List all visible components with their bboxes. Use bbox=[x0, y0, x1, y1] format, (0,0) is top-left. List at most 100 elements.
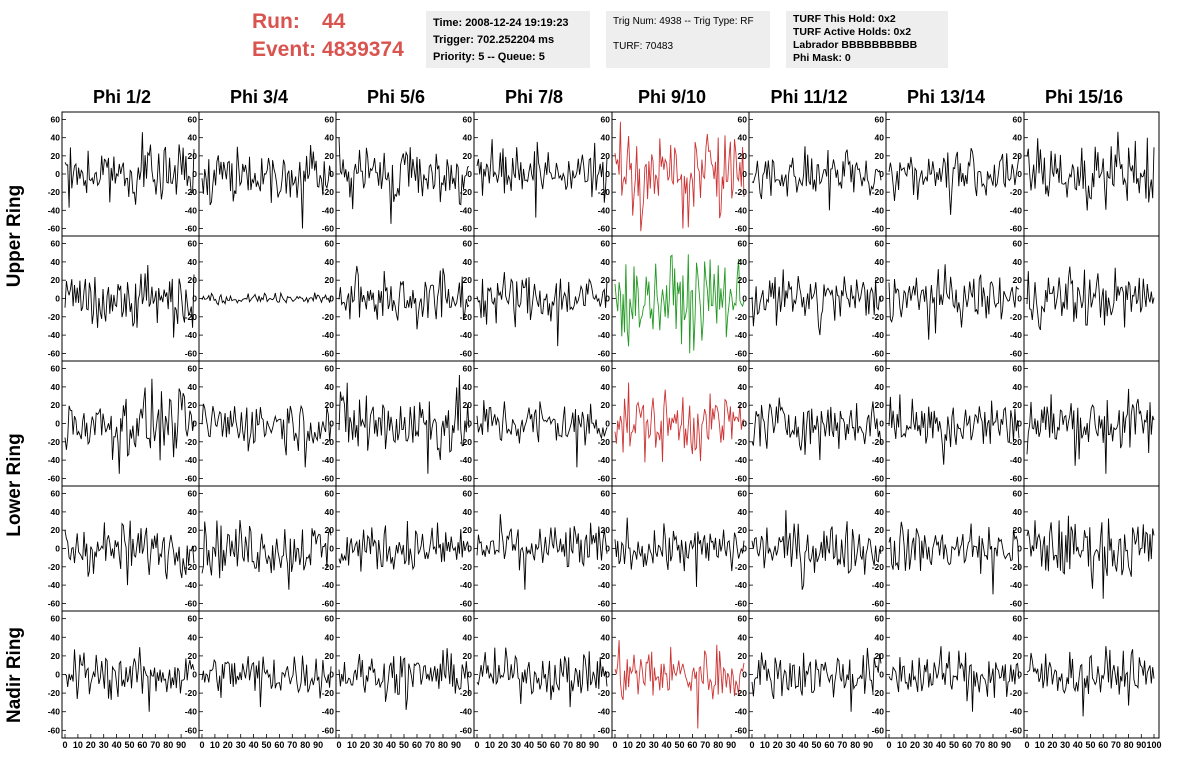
y-tick-label: -20 bbox=[872, 688, 885, 698]
y-tick-label: 40 bbox=[51, 133, 61, 143]
y-tick-label: 40 bbox=[738, 632, 748, 642]
waveform-panel: 60 40 20 0 -20 -40 -60 bbox=[322, 610, 475, 739]
y-tick-label: -60 bbox=[735, 473, 748, 483]
waveform-panel: 60 40 20 0 -20 -40 -60 bbox=[872, 360, 1025, 487]
y-tick-label: 60 bbox=[51, 614, 61, 624]
y-tick-label: -20 bbox=[1010, 688, 1023, 698]
y-tick-label: -60 bbox=[1010, 223, 1023, 233]
y-tick-label: 60 bbox=[51, 115, 61, 125]
y-tick-label: -60 bbox=[872, 348, 885, 358]
column-header: Phi 5/6 bbox=[366, 87, 426, 107]
y-tick-label: -40 bbox=[598, 707, 611, 717]
waveform-panel: 60 40 20 0 -20 -40 -60 bbox=[460, 111, 613, 237]
waveform-trace bbox=[614, 640, 745, 729]
run-label: Run: bbox=[252, 10, 300, 33]
column-header: Phi 1/2 bbox=[92, 87, 152, 107]
x-tick-label: 60 bbox=[962, 740, 972, 750]
y-tick-label: 60 bbox=[738, 489, 748, 499]
y-tick-label: 0 bbox=[467, 419, 472, 429]
y-tick-label: 0 bbox=[1017, 419, 1022, 429]
panel-frame bbox=[611, 360, 750, 487]
y-tick-label: 0 bbox=[879, 670, 884, 680]
y-tick-label: -40 bbox=[48, 707, 61, 717]
y-tick-label: -60 bbox=[598, 725, 611, 735]
y-tick-label: 40 bbox=[188, 507, 198, 517]
waveform-trace bbox=[614, 382, 745, 463]
waveform-trace bbox=[201, 403, 332, 468]
waveform-trace bbox=[888, 147, 1020, 215]
column-header: Phi 15/16 bbox=[1044, 87, 1124, 107]
trig-info-box: Trig Num: 4938 -- Trig Type: RF TURF: 70… bbox=[606, 11, 770, 68]
y-tick-label: 0 bbox=[1017, 670, 1022, 680]
x-tick-label: 70 bbox=[287, 740, 297, 750]
y-tick-label: -40 bbox=[1010, 455, 1023, 465]
waveform-trace bbox=[201, 655, 332, 708]
y-tick-label: -20 bbox=[322, 312, 335, 322]
y-tick-label: 20 bbox=[1013, 275, 1023, 285]
y-tick-label: -60 bbox=[185, 725, 198, 735]
y-tick-label: 60 bbox=[1013, 489, 1023, 499]
x-tick-label: 10 bbox=[1035, 740, 1045, 750]
y-tick-label: 20 bbox=[1013, 651, 1023, 661]
y-tick-label: -20 bbox=[185, 312, 198, 322]
y-tick-label: -40 bbox=[460, 330, 473, 340]
y-tick-label: -20 bbox=[322, 437, 335, 447]
x-tick-label: 90 bbox=[589, 740, 599, 750]
waveform-trace bbox=[64, 378, 195, 474]
y-tick-label: -20 bbox=[48, 187, 61, 197]
y-tick-label: -60 bbox=[1010, 598, 1023, 608]
x-tick-label: 0 bbox=[1024, 740, 1029, 750]
y-tick-label: 20 bbox=[738, 525, 748, 535]
x-tick-label: 70 bbox=[700, 740, 710, 750]
x-tick-label: 60 bbox=[824, 740, 834, 750]
x-tick-label: 90 bbox=[863, 740, 873, 750]
y-tick-label: 40 bbox=[601, 133, 611, 143]
run-event-label: Run: 44 Event: 4839374 bbox=[252, 8, 404, 64]
y-tick-label: 0 bbox=[192, 670, 197, 680]
x-tick-label: 30 bbox=[923, 740, 933, 750]
y-tick-label: 40 bbox=[325, 257, 335, 267]
y-tick-label: -40 bbox=[1010, 707, 1023, 717]
y-tick-label: -60 bbox=[48, 598, 61, 608]
y-tick-label: 40 bbox=[463, 632, 473, 642]
y-tick-label: -20 bbox=[598, 562, 611, 572]
y-tick-label: 60 bbox=[875, 364, 885, 374]
y-tick-label: -60 bbox=[735, 348, 748, 358]
y-tick-label: -40 bbox=[185, 455, 198, 465]
y-tick-label: -20 bbox=[48, 562, 61, 572]
waveform-trace bbox=[751, 397, 882, 461]
x-tick-label: 60 bbox=[274, 740, 284, 750]
panel-frame bbox=[473, 360, 613, 487]
y-tick-label: 60 bbox=[188, 614, 198, 624]
y-tick-label: 60 bbox=[601, 115, 611, 125]
y-tick-label: 40 bbox=[325, 507, 335, 517]
y-tick-label: 40 bbox=[188, 382, 198, 392]
x-tick-label: 10 bbox=[73, 740, 83, 750]
time-info-box: Time: 2008-12-24 19:19:23 Trigger: 702.2… bbox=[426, 11, 590, 68]
x-tick-label: 0 bbox=[749, 740, 754, 750]
y-tick-label: 60 bbox=[51, 239, 61, 249]
y-tick-label: 60 bbox=[325, 489, 335, 499]
y-tick-label: 0 bbox=[879, 169, 884, 179]
y-tick-label: -40 bbox=[185, 580, 198, 590]
y-tick-label: 40 bbox=[325, 632, 335, 642]
x-tick-label: 20 bbox=[636, 740, 646, 750]
x-tick-label: 80 bbox=[1124, 740, 1134, 750]
y-tick-label: 20 bbox=[463, 525, 473, 535]
waveform-panel: 60 40 20 0 -20 -40 -60 bbox=[185, 111, 337, 237]
y-tick-label: 0 bbox=[1017, 169, 1022, 179]
y-tick-label: 40 bbox=[188, 632, 198, 642]
y-tick-label: -40 bbox=[460, 580, 473, 590]
y-tick-label: 40 bbox=[1013, 632, 1023, 642]
y-tick-label: 0 bbox=[742, 419, 747, 429]
y-tick-label: -60 bbox=[460, 348, 473, 358]
y-tick-label: -40 bbox=[735, 455, 748, 465]
y-tick-label: -40 bbox=[735, 205, 748, 215]
y-tick-label: 40 bbox=[463, 257, 473, 267]
y-tick-label: 40 bbox=[601, 632, 611, 642]
y-tick-label: 40 bbox=[1013, 133, 1023, 143]
x-tick-label: 90 bbox=[313, 740, 323, 750]
trigger-text: Trigger: 702.252204 ms bbox=[433, 34, 555, 46]
y-tick-label: -60 bbox=[735, 598, 748, 608]
waveform-trace bbox=[751, 510, 882, 590]
